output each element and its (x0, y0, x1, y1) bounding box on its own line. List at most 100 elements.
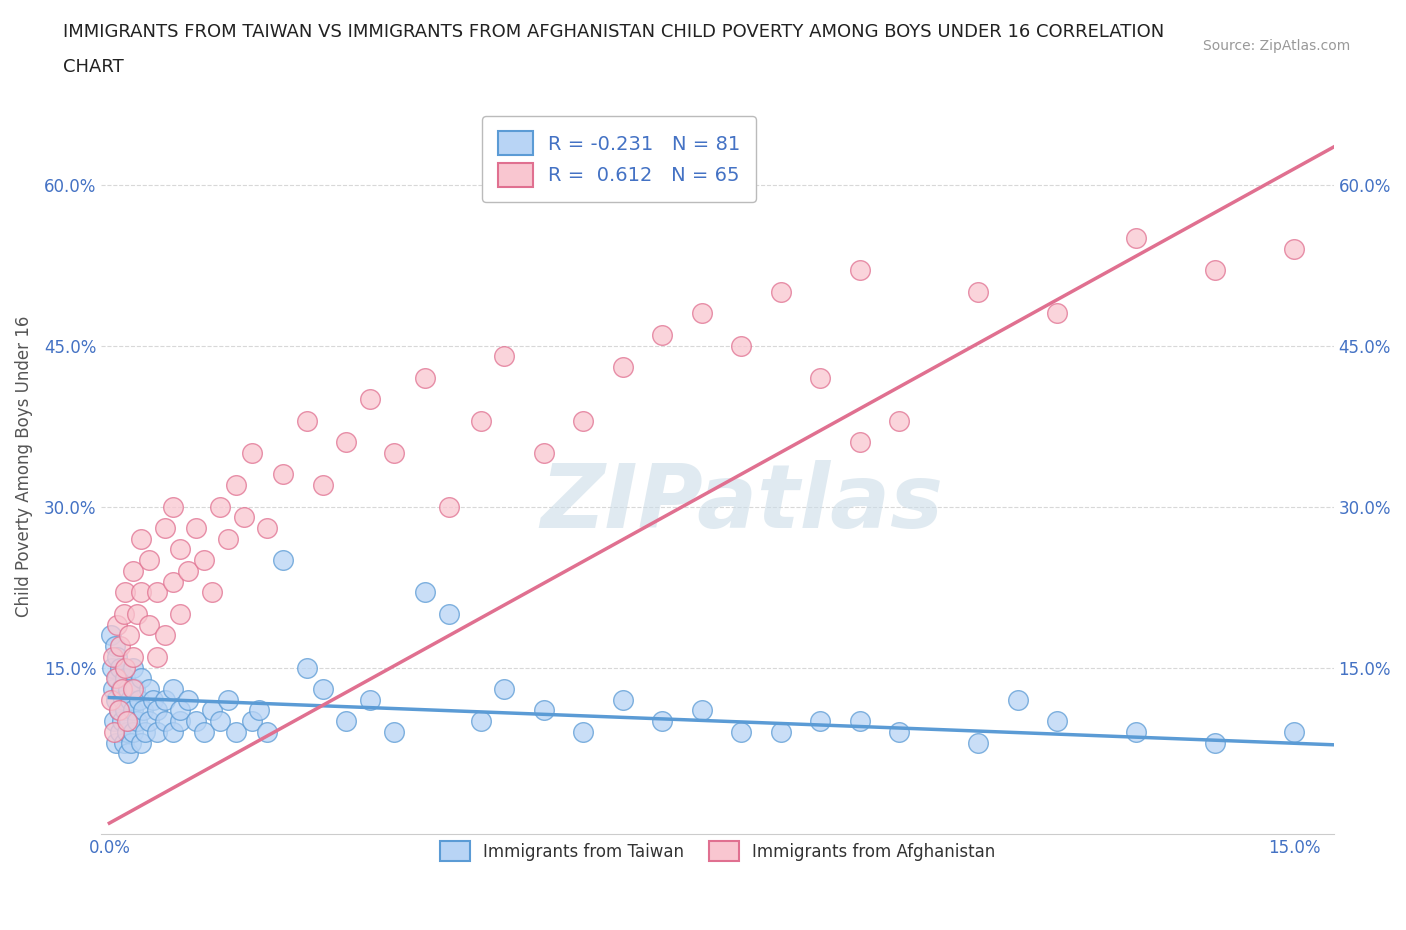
Point (470, 413, 492, 428)
Point (413, 585, 436, 600)
Point (118, 713, 141, 728)
Point (271, 552, 294, 567)
Point (105, 736, 128, 751)
Point (105, 649, 128, 664)
Point (201, 703, 224, 718)
Legend: Immigrants from Taiwan, Immigrants from Afghanistan: Immigrants from Taiwan, Immigrants from … (432, 832, 1004, 870)
Point (100, 660, 122, 675)
Point (240, 445, 263, 460)
Point (112, 736, 135, 751)
Point (162, 682, 184, 697)
Point (848, 713, 870, 728)
Point (769, 285, 792, 299)
Point (612, 692, 634, 707)
Text: ZIPatlas: ZIPatlas (541, 459, 943, 547)
Point (138, 618, 160, 632)
Point (129, 736, 152, 751)
Point (256, 724, 278, 739)
Point (382, 445, 405, 460)
Point (122, 724, 145, 739)
Point (889, 724, 911, 739)
Point (162, 724, 184, 739)
Point (169, 713, 191, 728)
Point (129, 531, 152, 546)
Point (115, 724, 138, 739)
Point (240, 713, 263, 728)
Point (186, 713, 208, 728)
Point (186, 521, 208, 536)
Point (100, 692, 122, 707)
Point (142, 692, 165, 707)
Point (104, 692, 127, 707)
Point (110, 682, 132, 697)
Point (494, 682, 516, 697)
Point (153, 628, 176, 643)
Point (808, 370, 831, 385)
Point (118, 692, 141, 707)
Point (169, 703, 191, 718)
Point (134, 724, 156, 739)
Point (111, 713, 134, 728)
Point (105, 671, 128, 685)
Point (730, 724, 752, 739)
Point (138, 713, 160, 728)
Point (129, 671, 152, 685)
Point (125, 606, 148, 621)
Point (533, 445, 555, 460)
Text: CHART: CHART (63, 58, 124, 75)
Point (129, 585, 152, 600)
Point (131, 703, 153, 718)
Point (193, 724, 215, 739)
Point (145, 724, 167, 739)
Point (690, 306, 713, 321)
Text: Source: ZipAtlas.com: Source: ZipAtlas.com (1202, 39, 1350, 53)
Point (413, 370, 436, 385)
Point (967, 285, 990, 299)
Point (117, 682, 139, 697)
Point (208, 713, 231, 728)
Point (690, 703, 713, 718)
Point (111, 682, 134, 697)
Point (153, 713, 176, 728)
Point (572, 413, 595, 428)
Point (103, 713, 125, 728)
Point (848, 434, 870, 449)
Point (335, 713, 357, 728)
Point (1046, 713, 1069, 728)
Point (612, 360, 634, 375)
Point (145, 649, 167, 664)
Point (122, 682, 145, 697)
Point (177, 692, 200, 707)
Point (889, 413, 911, 428)
Point (533, 703, 555, 718)
Point (295, 413, 318, 428)
Point (124, 682, 146, 697)
Point (138, 682, 160, 697)
Point (256, 521, 278, 536)
Point (105, 618, 128, 632)
Point (225, 478, 247, 493)
Point (232, 510, 254, 525)
Point (103, 682, 125, 697)
Point (112, 606, 135, 621)
Point (122, 703, 145, 718)
Point (217, 692, 239, 707)
Point (100, 628, 122, 643)
Point (1204, 263, 1226, 278)
Point (1046, 306, 1069, 321)
Point (122, 649, 145, 664)
Point (114, 585, 136, 600)
Point (1125, 231, 1147, 246)
Point (437, 606, 460, 621)
Point (470, 713, 492, 728)
Point (249, 703, 271, 718)
Point (128, 692, 150, 707)
Point (101, 649, 124, 664)
Point (311, 682, 333, 697)
Point (145, 585, 167, 600)
Point (169, 542, 191, 557)
Point (437, 499, 460, 514)
Point (335, 434, 357, 449)
Point (1282, 242, 1305, 257)
Point (169, 606, 191, 621)
